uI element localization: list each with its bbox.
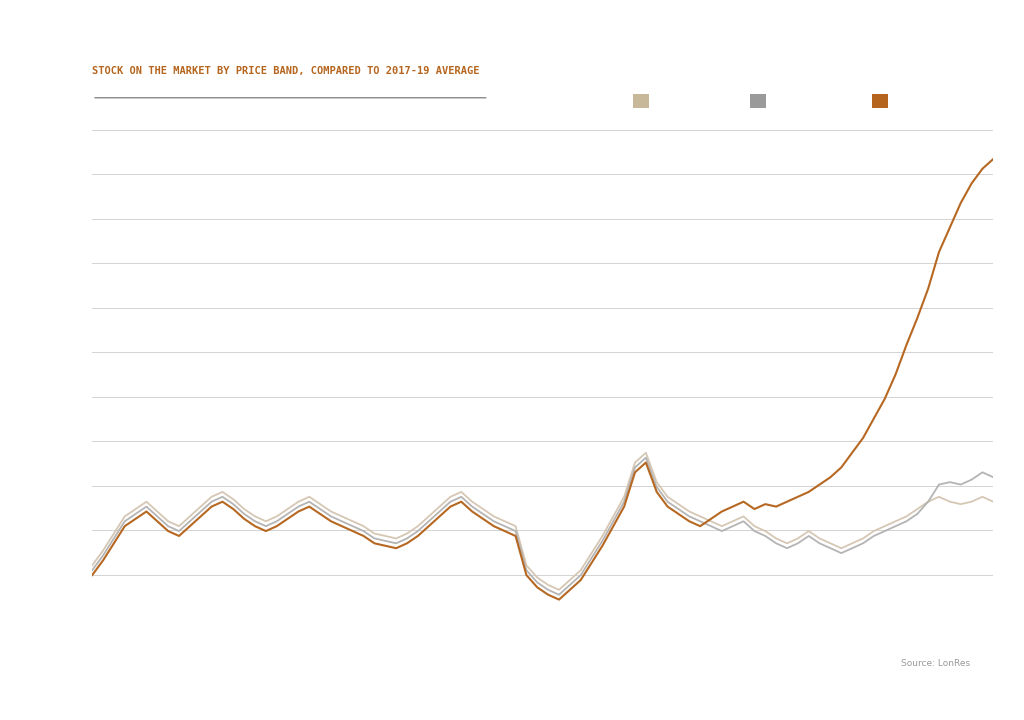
FancyBboxPatch shape (750, 94, 766, 107)
Text: STOCK ON THE MARKET BY PRICE BAND, COMPARED TO 2017-19 AVERAGE: STOCK ON THE MARKET BY PRICE BAND, COMPA… (92, 66, 479, 76)
FancyBboxPatch shape (633, 94, 649, 107)
Text: Source: LonRes: Source: LonRes (901, 659, 971, 668)
FancyBboxPatch shape (871, 94, 888, 107)
